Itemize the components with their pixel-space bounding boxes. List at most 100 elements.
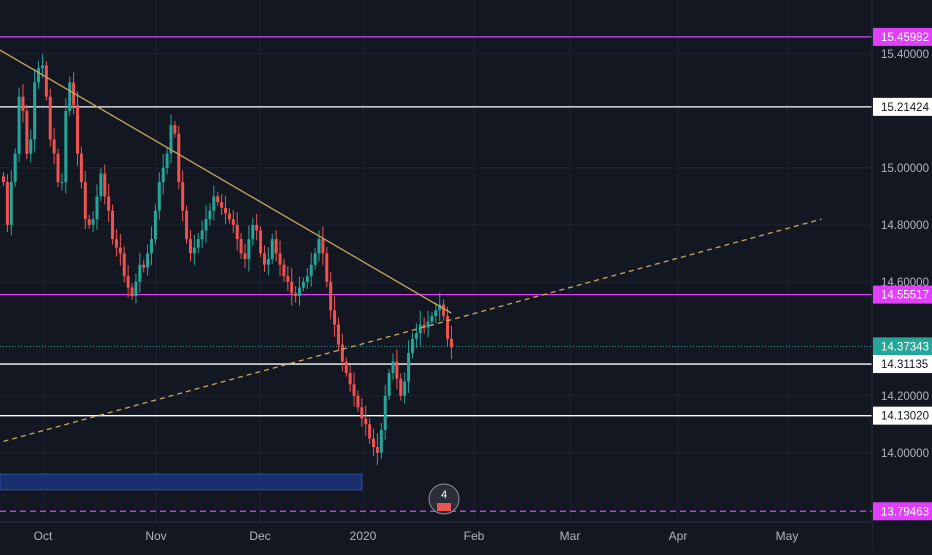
candle-down[interactable]: [25, 110, 29, 154]
candle-down[interactable]: [356, 395, 360, 408]
candle-up[interactable]: [403, 381, 407, 396]
demand-zone[interactable]: [0, 473, 363, 491]
candle-up[interactable]: [138, 264, 142, 282]
price-tick-label[interactable]: 15.40000: [881, 49, 929, 61]
candle-down[interactable]: [21, 96, 25, 111]
time-tick-label[interactable]: Dec: [249, 529, 270, 543]
candle-down[interactable]: [243, 253, 247, 260]
candle-down[interactable]: [375, 447, 379, 453]
trendlines[interactable]: [0, 45, 822, 442]
candle-down[interactable]: [446, 316, 450, 339]
candle-up[interactable]: [301, 281, 305, 288]
candle-down[interactable]: [235, 224, 239, 240]
candle-down[interactable]: [130, 287, 134, 297]
candle-up[interactable]: [99, 173, 103, 197]
candle-up[interactable]: [208, 210, 212, 220]
candle-up[interactable]: [68, 82, 72, 111]
candle-up[interactable]: [204, 219, 208, 231]
candle-up[interactable]: [157, 182, 161, 211]
time-tick-label[interactable]: Nov: [145, 529, 166, 543]
candle-down[interactable]: [372, 438, 376, 448]
time-tick-label[interactable]: Mar: [560, 529, 581, 543]
candle-down[interactable]: [181, 182, 185, 211]
candle-down[interactable]: [220, 202, 224, 208]
candle-down[interactable]: [344, 361, 348, 373]
candle-up[interactable]: [29, 139, 33, 154]
candle-down[interactable]: [5, 182, 9, 225]
candle-down[interactable]: [262, 253, 266, 265]
candle-down[interactable]: [399, 378, 403, 396]
candle-down[interactable]: [185, 210, 189, 240]
candle-down[interactable]: [278, 253, 282, 265]
candle-down[interactable]: [103, 173, 107, 197]
candle-down[interactable]: [107, 196, 111, 211]
candle-down[interactable]: [56, 153, 60, 183]
price-tick-label[interactable]: 14.20000: [881, 391, 929, 403]
candle-up[interactable]: [309, 264, 313, 277]
candle-down[interactable]: [52, 139, 56, 154]
candle-up[interactable]: [266, 259, 270, 265]
trendline-descending-resistance[interactable]: [0, 45, 452, 314]
candle-up[interactable]: [91, 219, 95, 225]
candle-down[interactable]: [231, 219, 235, 225]
candle-up[interactable]: [410, 338, 414, 354]
candle-down[interactable]: [239, 239, 243, 254]
candle-up[interactable]: [414, 333, 418, 339]
candle-down[interactable]: [111, 210, 115, 240]
candle-down[interactable]: [44, 65, 48, 97]
candle-up[interactable]: [13, 153, 17, 183]
candle-down[interactable]: [76, 105, 80, 154]
event-badge-circle[interactable]: [428, 483, 460, 515]
candle-up[interactable]: [192, 247, 196, 254]
candle-up[interactable]: [150, 239, 154, 254]
candle-down[interactable]: [83, 182, 87, 220]
candle-down[interactable]: [87, 219, 91, 225]
candle-down[interactable]: [290, 281, 294, 294]
time-tick-label[interactable]: May: [776, 529, 799, 543]
candle-up[interactable]: [161, 167, 165, 183]
candle-up[interactable]: [9, 182, 13, 225]
candle-up[interactable]: [37, 68, 41, 83]
candles[interactable]: [2, 54, 453, 466]
candle-up[interactable]: [383, 395, 387, 430]
candle-down[interactable]: [227, 213, 231, 220]
candle-down[interactable]: [177, 133, 181, 183]
candle-up[interactable]: [33, 82, 37, 140]
candle-up[interactable]: [270, 239, 274, 260]
candle-up[interactable]: [313, 253, 317, 265]
event-badge[interactable]: 4: [428, 483, 460, 515]
candle-down[interactable]: [282, 264, 286, 277]
candle-up[interactable]: [434, 310, 438, 317]
time-axis[interactable]: Oct Nov Dec 2020 Feb Mar Apr May: [34, 529, 799, 543]
candle-down[interactable]: [395, 361, 399, 379]
candle-down[interactable]: [333, 310, 337, 325]
candle-down[interactable]: [142, 264, 146, 268]
candle-down[interactable]: [368, 424, 372, 439]
candle-down[interactable]: [126, 276, 130, 288]
candle-up[interactable]: [317, 239, 321, 254]
candle-up[interactable]: [305, 276, 309, 282]
candle-up[interactable]: [200, 230, 204, 240]
candle-down[interactable]: [72, 82, 76, 106]
price-tick-label[interactable]: 14.80000: [881, 220, 929, 232]
time-tick-label[interactable]: Oct: [34, 529, 53, 543]
candle-down[interactable]: [118, 247, 122, 254]
candle-down[interactable]: [114, 239, 118, 248]
candle-down[interactable]: [364, 418, 368, 425]
candle-up[interactable]: [146, 253, 150, 268]
candle-down[interactable]: [48, 96, 52, 140]
candle-up[interactable]: [169, 125, 173, 154]
candle-up[interactable]: [165, 153, 169, 168]
candle-up[interactable]: [251, 224, 255, 240]
candle-down[interactable]: [442, 304, 446, 317]
candle-down[interactable]: [224, 207, 228, 214]
candle-down[interactable]: [216, 196, 220, 203]
candle-down[interactable]: [449, 338, 453, 348]
candle-down[interactable]: [255, 224, 259, 231]
candle-down[interactable]: [321, 239, 325, 254]
candle-up[interactable]: [17, 96, 21, 154]
candle-up[interactable]: [64, 110, 68, 183]
candle-down[interactable]: [360, 407, 364, 419]
